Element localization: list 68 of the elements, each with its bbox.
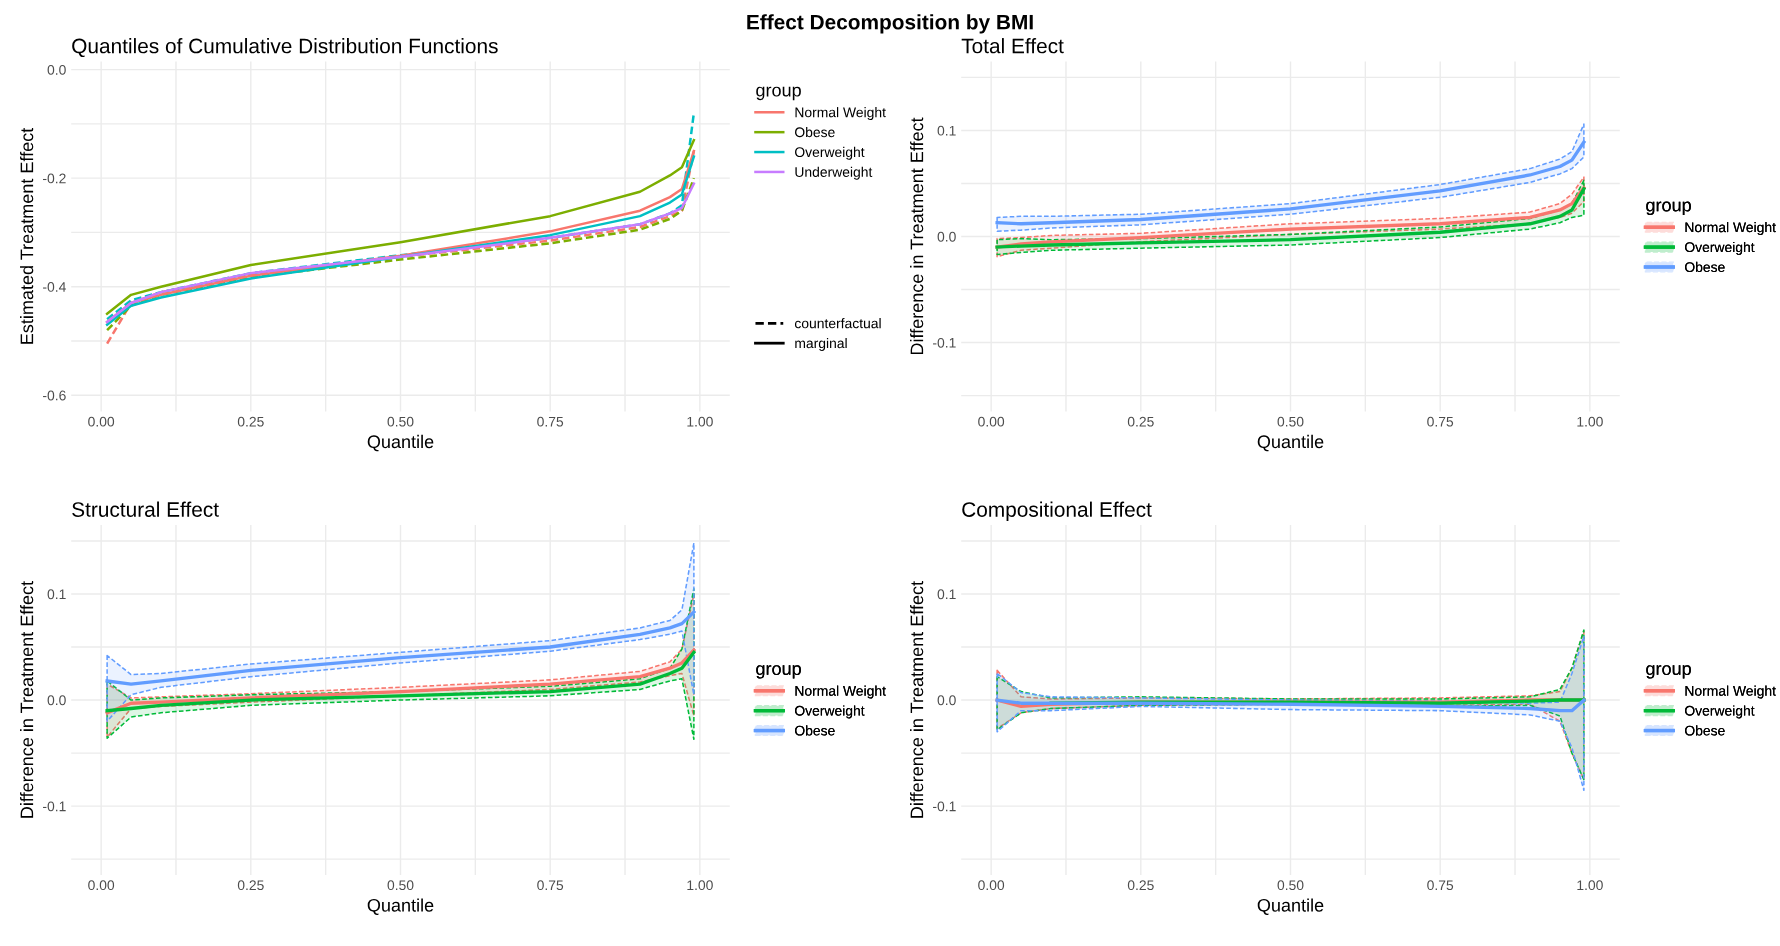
legend-label: Overweight — [1685, 241, 1755, 255]
x-tick-label: 1.00 — [1577, 416, 1603, 427]
line-series — [995, 140, 1586, 226]
y-tick-label: -0.2 — [43, 173, 66, 184]
x-tick-label: 0.00 — [978, 416, 1005, 427]
y-axis-title: Difference in Treatment Effect — [910, 117, 924, 355]
x-axis-title: Quantile — [1257, 898, 1324, 915]
y-axis-title: Estimated Treatment Effect — [20, 127, 34, 344]
y-tick-label: -0.1 — [933, 337, 956, 348]
y-tick-label: 0.1 — [47, 589, 66, 600]
x-tick-label: 0.75 — [537, 880, 564, 891]
chart-title: Structural Effect — [72, 501, 219, 517]
legend-label: Overweight — [795, 705, 865, 719]
legend-title: group — [1646, 665, 1691, 679]
x-tick-label: 0.25 — [237, 880, 264, 891]
legend-title: group — [1646, 201, 1691, 216]
legend-label: Overweight — [795, 146, 865, 160]
x-tick-label: 1.00 — [687, 880, 713, 891]
y-tick-label: 0.0 — [937, 231, 956, 242]
x-tick-label: 0.75 — [537, 416, 564, 427]
x-tick-label: 0.50 — [387, 880, 414, 891]
legend-label: Obese — [1685, 261, 1725, 273]
y-tick-label: -0.4 — [43, 282, 66, 292]
legend-label: Normal Weight — [1685, 685, 1776, 699]
chart-title: Quantiles of Cumulative Distribution Functions — [72, 38, 498, 58]
legend-label: Obese — [795, 126, 835, 138]
legend-label: Obese — [1685, 725, 1725, 736]
x-tick-label: 0.00 — [978, 880, 1005, 891]
legend-title: group — [756, 86, 801, 101]
y-tick-label: 0.0 — [47, 64, 66, 75]
legend-label: Normal Weight — [795, 107, 886, 121]
x-axis-title: Quantile — [367, 898, 434, 915]
y-axis-title: Difference in Treatment Effect — [20, 581, 34, 818]
y-tick-label: 0.1 — [937, 589, 956, 600]
text: Effect Decomposition by BMI — [747, 14, 1033, 34]
y-tick-label: 0.0 — [937, 695, 956, 706]
legend-label: Normal Weight — [1685, 222, 1776, 235]
x-tick-label: 0.25 — [1127, 880, 1154, 891]
x-tick-label: 1.00 — [687, 416, 713, 427]
legend-label: Normal Weight — [795, 685, 886, 699]
x-tick-label: 0.50 — [387, 416, 414, 427]
chart-title: Total Effect — [961, 38, 1064, 54]
legend-label: Underweight — [795, 166, 873, 180]
line-series — [995, 698, 1586, 713]
x-tick-label: 0.75 — [1427, 416, 1454, 427]
y-axis-title: Difference in Treatment Effect — [910, 581, 924, 818]
y-tick-label: 0.1 — [937, 125, 956, 136]
chart-title: Compositional Effect — [962, 501, 1152, 522]
text: marginal — [795, 337, 847, 351]
y-tick-label: -0.1 — [933, 801, 956, 812]
legend-title: group — [756, 665, 801, 679]
legend-label: Obese — [795, 725, 835, 736]
x-tick-label: 1.00 — [1577, 880, 1603, 891]
y-tick-label: 0.0 — [47, 695, 66, 706]
text: counterfactual — [794, 318, 881, 329]
x-tick-label: 0.50 — [1277, 880, 1304, 891]
y-tick-label: -0.6 — [43, 390, 66, 401]
line-series — [105, 610, 696, 686]
x-tick-label: 0.75 — [1427, 880, 1454, 891]
legend-label: Overweight — [1685, 705, 1755, 719]
x-tick-label: 0.25 — [1127, 416, 1154, 427]
x-axis-title: Quantile — [367, 434, 434, 452]
y-tick-label: -0.1 — [43, 801, 66, 812]
x-tick-label: 0.00 — [88, 880, 115, 891]
x-tick-label: 0.50 — [1277, 416, 1304, 427]
x-tick-label: 0.25 — [237, 416, 264, 427]
x-tick-label: 0.00 — [88, 416, 115, 427]
x-axis-title: Quantile — [1257, 434, 1324, 452]
